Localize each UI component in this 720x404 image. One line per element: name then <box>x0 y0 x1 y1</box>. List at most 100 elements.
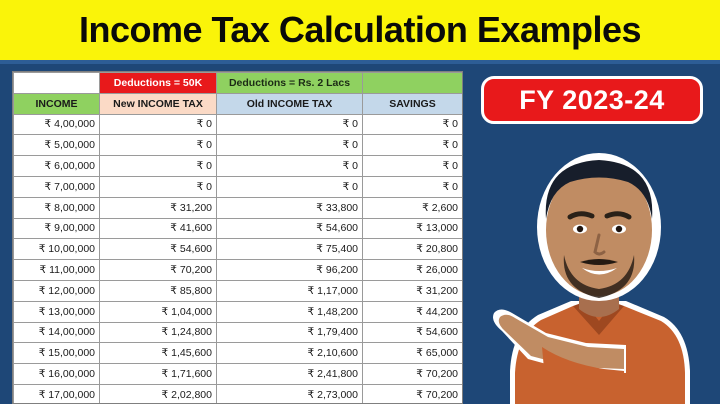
moustache <box>580 259 618 265</box>
presenter-photo <box>476 135 712 404</box>
nose <box>593 233 606 256</box>
cell-old-income-tax[interactable]: ₹ 2,73,000 <box>216 383 363 403</box>
table-row[interactable]: ₹ 4,00,000 ₹ 0 ₹ 0 ₹ 0 <box>13 113 462 136</box>
deduction-cell-new: Deductions = 50K <box>99 72 217 94</box>
cell-old-income-tax[interactable]: ₹ 2,10,600 <box>216 342 363 365</box>
table-row[interactable]: ₹ 10,00,000 ₹ 54,600 ₹ 75,400 ₹ 20,800 <box>13 238 462 261</box>
left-edge-fill <box>0 64 12 404</box>
deduction-cell-savings <box>362 72 462 94</box>
eyebrow-right <box>604 211 632 220</box>
cell-old-income-tax[interactable]: ₹ 96,200 <box>216 259 363 281</box>
cell-income[interactable]: ₹ 14,00,000 <box>13 321 100 344</box>
table-row[interactable]: ₹ 12,00,000 ₹ 85,800 ₹ 1,17,000 ₹ 31,200 <box>13 279 462 302</box>
column-header-row: INCOME New INCOME TAX Old INCOME TAX SAVING… <box>13 92 462 115</box>
cell-old-income-tax[interactable]: ₹ 33,800 <box>216 196 363 219</box>
cell-new-income-tax[interactable]: ₹ 1,71,600 <box>99 363 217 385</box>
cell-old-income-tax[interactable]: ₹ 1,17,000 <box>216 279 363 302</box>
column-header-new-income-tax[interactable]: New INCOME TAX <box>99 92 217 115</box>
cell-savings[interactable]: ₹ 20,800 <box>362 238 462 261</box>
column-header-savings[interactable]: SAVINGS <box>362 92 462 115</box>
cell-old-income-tax[interactable]: ₹ 1,79,400 <box>216 321 363 344</box>
cell-new-income-tax[interactable]: ₹ 54,600 <box>99 238 217 261</box>
cell-savings[interactable]: ₹ 0 <box>362 155 462 177</box>
beard <box>563 255 635 298</box>
cell-savings[interactable]: ₹ 65,000 <box>362 342 462 365</box>
cell-new-income-tax[interactable]: ₹ 1,24,800 <box>99 321 217 344</box>
cell-new-income-tax[interactable]: ₹ 70,200 <box>99 259 217 281</box>
cell-income[interactable]: ₹ 10,00,000 <box>13 238 100 261</box>
cell-new-income-tax[interactable]: ₹ 41,600 <box>99 217 217 240</box>
cell-savings[interactable]: ₹ 54,600 <box>362 321 462 344</box>
table-row[interactable]: ₹ 6,00,000 ₹ 0 ₹ 0 ₹ 0 <box>13 155 462 177</box>
deduction-header-row: Deductions = 50K Deductions = Rs. 2 Lacs <box>13 72 462 94</box>
cell-new-income-tax[interactable]: ₹ 1,04,000 <box>99 300 217 323</box>
cell-income[interactable]: ₹ 4,00,000 <box>13 113 100 136</box>
cell-income[interactable]: ₹ 12,00,000 <box>13 279 100 302</box>
table-row[interactable]: ₹ 17,00,000 ₹ 2,02,800 ₹ 2,73,000 ₹ 70,200 <box>13 383 462 403</box>
presenter-illustration <box>493 153 690 404</box>
tax-comparison-table[interactable]: Deductions = 50K Deductions = Rs. 2 Lacs I… <box>13 72 462 403</box>
cell-new-income-tax[interactable]: ₹ 0 <box>99 175 217 198</box>
fiscal-year-label: FY 2023-24 <box>519 84 665 115</box>
cell-old-income-tax[interactable]: ₹ 0 <box>216 134 363 157</box>
title-banner: Income Tax Calculation Examples <box>0 0 720 60</box>
cell-income[interactable]: ₹ 8,00,000 <box>13 196 100 219</box>
deduction-cell-old: Deductions = Rs. 2 Lacs <box>216 72 363 94</box>
column-header-old-income-tax[interactable]: Old INCOME TAX <box>216 92 363 115</box>
cell-savings[interactable]: ₹ 0 <box>362 134 462 157</box>
cell-savings[interactable]: ₹ 70,200 <box>362 383 462 403</box>
hair <box>545 160 653 219</box>
column-header-income[interactable]: INCOME <box>13 92 100 115</box>
pupil-left <box>576 225 584 233</box>
cell-income[interactable]: ₹ 9,00,000 <box>13 217 100 240</box>
cell-income[interactable]: ₹ 16,00,000 <box>13 363 100 385</box>
cell-new-income-tax[interactable]: ₹ 31,200 <box>99 196 217 219</box>
cell-income[interactable]: ₹ 13,00,000 <box>13 300 100 323</box>
cell-new-income-tax[interactable]: ₹ 0 <box>99 113 217 136</box>
cell-old-income-tax[interactable]: ₹ 0 <box>216 175 363 198</box>
cell-income[interactable]: ₹ 15,00,000 <box>13 342 100 365</box>
cell-new-income-tax[interactable]: ₹ 85,800 <box>99 279 217 302</box>
table-row[interactable]: ₹ 15,00,000 ₹ 1,45,600 ₹ 2,10,600 ₹ 65,000 <box>13 342 462 365</box>
deduction-cell-income <box>13 72 100 94</box>
eyebrow-left <box>567 211 595 220</box>
mouth <box>582 268 617 275</box>
table-row[interactable]: ₹ 16,00,000 ₹ 1,71,600 ₹ 2,41,800 ₹ 70,200 <box>13 363 462 385</box>
cell-savings[interactable]: ₹ 0 <box>362 113 462 136</box>
cell-old-income-tax[interactable]: ₹ 0 <box>216 113 363 136</box>
cell-income[interactable]: ₹ 17,00,000 <box>13 383 100 403</box>
cell-new-income-tax[interactable]: ₹ 0 <box>99 155 217 177</box>
cell-income[interactable]: ₹ 7,00,000 <box>13 175 100 198</box>
cell-income[interactable]: ₹ 5,00,000 <box>13 134 100 157</box>
cell-savings[interactable]: ₹ 26,000 <box>362 259 462 281</box>
cell-old-income-tax[interactable]: ₹ 1,48,200 <box>216 300 363 323</box>
page-title: Income Tax Calculation Examples <box>78 9 642 50</box>
table-row[interactable]: ₹ 7,00,000 ₹ 0 ₹ 0 ₹ 0 <box>13 175 462 198</box>
cell-old-income-tax[interactable]: ₹ 0 <box>216 155 363 177</box>
cell-old-income-tax[interactable]: ₹ 75,400 <box>216 238 363 261</box>
table-row[interactable]: ₹ 11,00,000 ₹ 70,200 ₹ 96,200 ₹ 26,000 <box>13 259 462 281</box>
table-row[interactable]: ₹ 5,00,000 ₹ 0 ₹ 0 ₹ 0 <box>13 134 462 157</box>
table-row[interactable]: ₹ 14,00,000 ₹ 1,24,800 ₹ 1,79,400 ₹ 54,600 <box>13 321 462 344</box>
pupil-right <box>615 225 623 233</box>
face <box>546 164 652 296</box>
table-row[interactable]: ₹ 13,00,000 ₹ 1,04,000 ₹ 1,48,200 ₹ 44,200 <box>13 300 462 323</box>
cell-savings[interactable]: ₹ 44,200 <box>362 300 462 323</box>
table-row[interactable]: ₹ 8,00,000 ₹ 31,200 ₹ 33,800 ₹ 2,600 <box>13 196 462 219</box>
cell-savings[interactable]: ₹ 0 <box>362 175 462 198</box>
cell-old-income-tax[interactable]: ₹ 2,41,800 <box>216 363 363 385</box>
cell-old-income-tax[interactable]: ₹ 54,600 <box>216 217 363 240</box>
cell-new-income-tax[interactable]: ₹ 0 <box>99 134 217 157</box>
cell-new-income-tax[interactable]: ₹ 2,02,800 <box>99 383 217 403</box>
fiscal-year-badge: FY 2023-24 <box>481 76 703 124</box>
table-row[interactable]: ₹ 9,00,000 ₹ 41,600 ₹ 54,600 ₹ 13,000 <box>13 217 462 240</box>
cell-savings[interactable]: ₹ 2,600 <box>362 196 462 219</box>
cell-savings[interactable]: ₹ 70,200 <box>362 363 462 385</box>
cell-income[interactable]: ₹ 6,00,000 <box>13 155 100 177</box>
cell-income[interactable]: ₹ 11,00,000 <box>13 259 100 281</box>
cell-new-income-tax[interactable]: ₹ 1,45,600 <box>99 342 217 365</box>
tax-table-container[interactable]: Deductions = 50K Deductions = Rs. 2 Lacs I… <box>12 71 463 404</box>
cell-savings[interactable]: ₹ 13,000 <box>362 217 462 240</box>
cell-savings[interactable]: ₹ 31,200 <box>362 279 462 302</box>
